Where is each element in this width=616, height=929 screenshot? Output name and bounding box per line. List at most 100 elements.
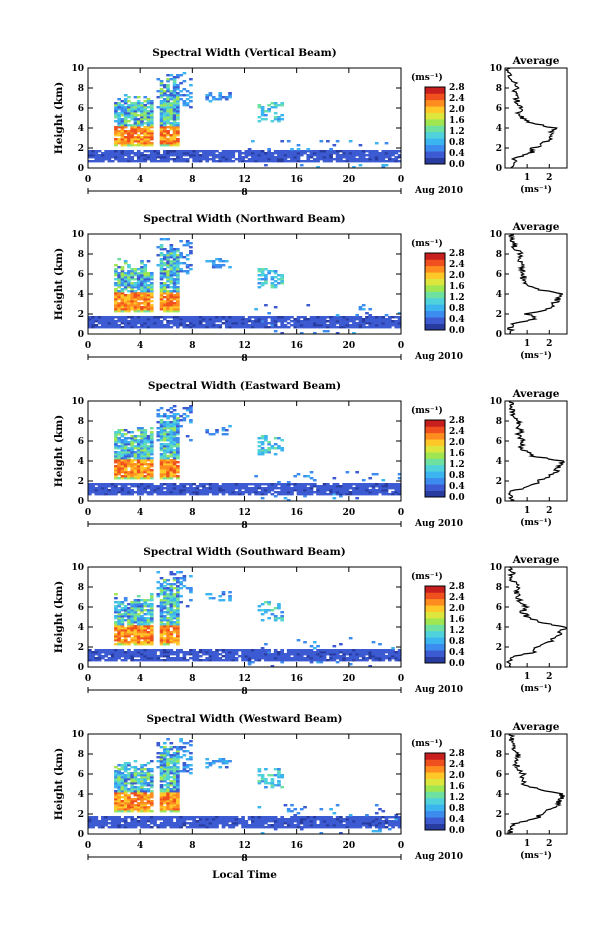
heatmap-cell <box>120 144 125 147</box>
heatmap-cell <box>166 294 170 297</box>
heatmap-cell <box>192 160 196 163</box>
heatmap-cell <box>391 152 395 155</box>
heatmap-cell <box>332 483 337 486</box>
heatmap-cell <box>224 433 229 436</box>
heatmap-cell <box>176 160 180 163</box>
heatmap-cell <box>117 627 122 630</box>
heatmap-cell <box>107 322 112 325</box>
heatmap-cell <box>322 657 327 660</box>
heatmap-cell <box>162 445 167 448</box>
heatmap-cell <box>140 316 144 319</box>
heatmap-cell <box>387 649 392 652</box>
heatmap-cell <box>136 320 141 323</box>
heatmap-cell <box>221 427 226 430</box>
heatmap-cell <box>162 792 167 795</box>
heatmap-cell <box>166 447 170 450</box>
heatmap-cell <box>221 150 226 153</box>
heatmap-cell <box>120 270 125 273</box>
heatmap-cell <box>176 274 180 277</box>
heatmap-cell <box>123 469 128 472</box>
avg-x-tick-label: 1 <box>524 506 530 516</box>
heatmap-cell <box>247 491 252 494</box>
heatmap-cell <box>120 447 125 450</box>
heatmap-cell <box>277 282 281 285</box>
heatmap-cell <box>179 489 183 492</box>
heatmap-cell <box>117 112 122 115</box>
heatmap-cell <box>130 316 135 319</box>
heatmap-cell <box>136 150 141 153</box>
heatmap-cell <box>211 433 216 436</box>
heatmap-cell <box>133 603 138 606</box>
heatmap-cell <box>153 156 157 159</box>
heatmap-cell <box>172 631 177 634</box>
heatmap-cell <box>221 318 226 321</box>
heatmap-cell <box>127 150 131 153</box>
heatmap-cell <box>348 318 353 321</box>
heatmap-cell <box>114 477 118 480</box>
heatmap-cell <box>397 324 402 327</box>
heatmap-cell <box>228 154 232 157</box>
heatmap-cell <box>133 800 138 803</box>
heatmap-cell <box>117 457 122 460</box>
heatmap-cell <box>133 284 138 287</box>
heatmap-cell <box>195 491 200 494</box>
heatmap-cell <box>162 90 167 93</box>
heatmap-cell <box>280 617 285 620</box>
colorbar-swatch <box>425 464 445 472</box>
heatmap-cell <box>244 156 249 159</box>
heatmap-cell <box>176 84 180 87</box>
heatmap-cell <box>149 768 154 771</box>
heatmap-cell <box>130 134 135 137</box>
heatmap-cell <box>107 657 112 660</box>
heatmap-cell <box>146 439 151 442</box>
colorbar-swatch <box>425 656 445 664</box>
heatmap-cell <box>143 118 148 121</box>
heatmap-cell <box>218 266 223 269</box>
x-tick-label: 16 <box>290 175 303 185</box>
heatmap-cell <box>143 784 148 787</box>
heatmap-cell <box>179 82 183 85</box>
heatmap-cell <box>270 152 275 155</box>
heatmap-cell <box>176 587 180 590</box>
heatmap-cell <box>114 288 118 291</box>
heatmap-cell <box>169 304 174 307</box>
heatmap-cell <box>149 108 154 111</box>
heatmap-cell <box>140 154 144 157</box>
heatmap-cell <box>355 152 360 155</box>
day-label: 8 <box>241 354 247 364</box>
heatmap-cell <box>394 150 399 153</box>
heatmap-cell <box>162 459 167 462</box>
heatmap-cell <box>136 491 141 494</box>
heatmap-cell <box>273 655 278 658</box>
heatmap-cell <box>342 152 346 155</box>
heatmap-cell <box>120 429 125 432</box>
heatmap-cell <box>215 429 219 432</box>
heatmap-cell <box>143 136 148 139</box>
heatmap-cell <box>176 138 180 141</box>
heatmap-cell <box>143 655 148 658</box>
heatmap-cell <box>387 655 392 658</box>
heatmap-cell <box>211 597 216 600</box>
heatmap-cell <box>117 639 122 642</box>
heatmap-cell <box>162 306 167 309</box>
heatmap-cell <box>371 649 376 652</box>
heatmap-cell <box>140 609 144 612</box>
heatmap-cell <box>348 657 353 660</box>
heatmap-cell <box>358 144 363 147</box>
heatmap-cell <box>169 605 174 608</box>
heatmap-cell <box>254 655 258 658</box>
heatmap-cell <box>172 132 177 135</box>
heatmap-cell <box>159 788 164 791</box>
heatmap-cell <box>117 467 122 470</box>
heatmap-cell <box>123 824 128 827</box>
heatmap-cell <box>257 104 262 107</box>
heatmap-cell <box>172 615 177 618</box>
heatmap-cell <box>172 108 177 111</box>
heatmap-cell <box>117 772 122 775</box>
heatmap-cell <box>146 641 151 644</box>
heatmap-cell <box>339 324 343 327</box>
heatmap-cell <box>101 820 105 823</box>
heatmap-cell <box>208 653 213 656</box>
heatmap-cell <box>267 441 271 444</box>
heatmap-cell <box>136 435 141 438</box>
